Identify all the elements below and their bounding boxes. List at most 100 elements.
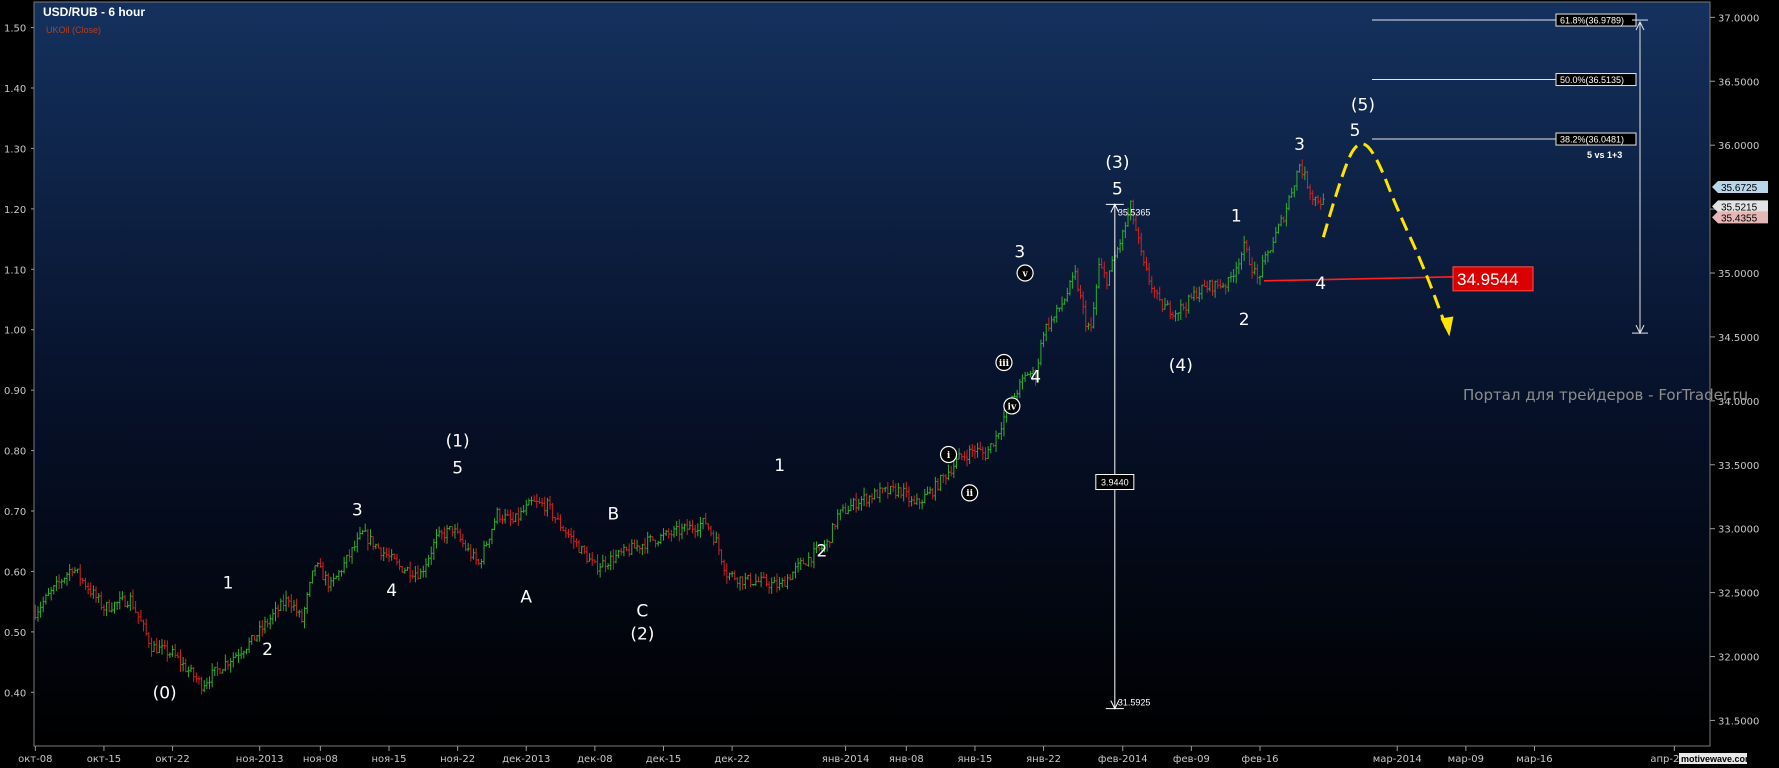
y-left-tick-label: 0.90 [4,386,26,397]
candle [881,487,884,494]
candle [841,504,845,513]
candle [1263,251,1267,265]
candle [313,565,317,577]
candle [630,539,634,556]
candle [1279,214,1283,227]
candle [683,523,686,532]
candle [1029,370,1032,378]
candle [561,525,565,532]
candle [458,528,462,543]
candle [490,528,494,545]
candle [216,661,219,676]
candle [443,526,446,543]
candle [1095,284,1098,316]
candle [60,578,64,589]
candle [1155,289,1159,300]
candle [440,529,444,540]
x-tick-label: фев-09 [1173,754,1210,765]
x-tick-label: окт-15 [87,754,121,765]
candle [231,652,235,668]
y-left-tick-label: 1.50 [4,24,26,35]
candle [1116,246,1119,259]
candle [1213,280,1217,298]
candle [435,528,438,549]
candle [432,538,436,560]
candle [659,533,663,545]
candle [229,658,232,673]
candle [720,549,723,565]
candle [622,543,626,557]
candle [271,608,275,625]
candle [527,498,531,506]
candle [1216,279,1220,289]
candle [1306,170,1309,189]
candle [788,574,792,581]
wave-label: (2) [630,625,654,645]
candle [200,676,203,695]
y-right-tick-label: 33.0000 [1718,525,1759,536]
y-right-tick-label: 32.5000 [1718,589,1759,600]
wave-label: 5 [1350,121,1361,141]
candle [189,664,193,673]
candle [1245,239,1249,253]
candle [472,548,475,560]
candle [1026,372,1030,376]
candle [226,660,230,671]
candle [1248,246,1251,266]
y-left-tick-label: 1.00 [4,326,26,337]
candle [144,618,148,636]
candle [965,449,969,467]
candle [261,620,264,637]
candle [258,620,261,642]
candle [712,530,715,546]
candle [691,519,694,534]
y-right-tick-label: 34.0000 [1718,397,1759,408]
candle [915,493,919,505]
candle [889,485,892,495]
candle [926,486,929,496]
candle [688,520,692,530]
candle [118,591,122,610]
candle [1134,214,1138,231]
candle [741,576,744,591]
candle [1174,310,1177,322]
candle [762,571,766,579]
candle [767,581,771,594]
fib-label: 50.0%(36.5135) [1560,75,1624,85]
candle [274,601,277,622]
candle [453,524,457,539]
candle [733,570,737,581]
candle [321,561,325,581]
candle [765,573,768,587]
range-arrow-down [1110,700,1120,710]
candle [598,563,602,578]
candle [646,531,649,554]
y-left-tick-label: 0.70 [4,507,26,518]
candle [540,497,544,507]
y-right-tick-label: 31.5000 [1718,716,1759,727]
candle [445,524,449,544]
candle [902,483,905,502]
wave-label: 5 [452,458,463,478]
y-right-tick-label: 34.5000 [1718,333,1759,344]
candle [941,473,945,484]
candle [126,600,129,609]
candle [714,531,718,543]
candle [422,565,425,578]
candle [823,540,826,553]
candle [332,573,335,587]
y-right-tick-label: 37.0000 [1718,13,1759,24]
candle [973,445,977,459]
candle [1179,299,1183,320]
candle [63,577,66,584]
candle [614,549,618,564]
candle [250,634,254,645]
candle [928,486,932,495]
candle [831,522,834,544]
candle [1118,239,1122,253]
candle [297,609,301,618]
candle [1171,311,1175,320]
candle [400,566,404,573]
candle [556,512,560,520]
